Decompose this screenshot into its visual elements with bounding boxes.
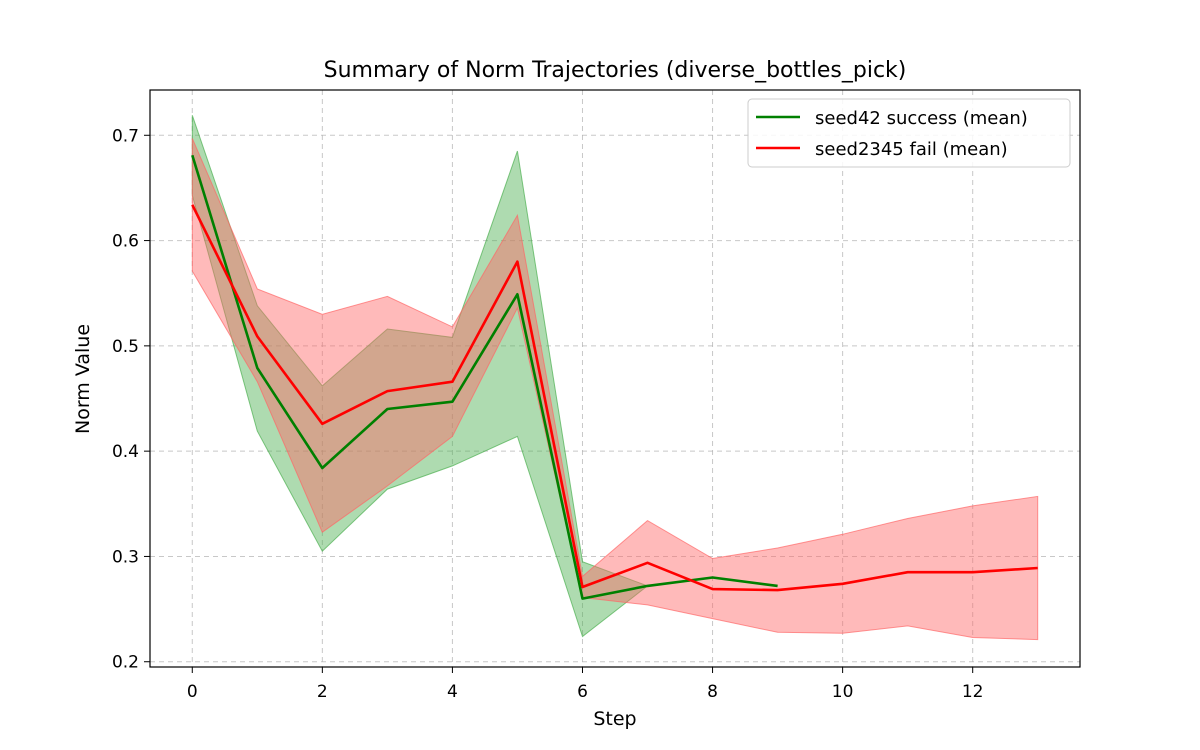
legend-box bbox=[747, 98, 1071, 168]
y-axis-label: Norm Value bbox=[72, 324, 94, 434]
grid bbox=[150, 90, 1080, 667]
x-tick-label: 2 bbox=[317, 682, 328, 702]
x-tick-label: 4 bbox=[447, 682, 458, 702]
y-tick-label: 0.4 bbox=[112, 442, 139, 462]
y-tick-label: 0.2 bbox=[112, 653, 139, 673]
x-tick-label: 12 bbox=[962, 682, 984, 702]
y-tick-label: 0.5 bbox=[112, 337, 139, 357]
y-axis-ticks: 0.2 0.3 0.4 0.5 0.6 0.7 bbox=[112, 126, 150, 673]
y-tick-label: 0.3 bbox=[112, 547, 139, 567]
x-axis-ticks: 0 2 4 6 8 10 12 bbox=[187, 667, 984, 702]
plot-frame bbox=[149, 89, 1081, 668]
legend: seed42 success (mean) seed2345 fail (mea… bbox=[747, 98, 1071, 168]
chart-title: Summary of Norm Trajectories (diverse_bo… bbox=[324, 58, 907, 83]
legend-label-seed2345: seed2345 fail (mean) bbox=[815, 139, 1008, 160]
mean-lines bbox=[191, 154, 1038, 600]
x-axis-label: Step bbox=[593, 708, 636, 730]
legend-label-seed42: seed42 success (mean) bbox=[815, 108, 1028, 129]
x-tick-label: 0 bbox=[187, 682, 198, 702]
line-seed2345-fail bbox=[191, 204, 1038, 592]
line-seed42-success bbox=[191, 154, 778, 600]
y-tick-label: 0.6 bbox=[112, 232, 139, 252]
band-seed2345-fail bbox=[191, 138, 1039, 641]
x-tick-label: 10 bbox=[832, 682, 854, 702]
x-tick-label: 6 bbox=[577, 682, 588, 702]
y-tick-label: 0.7 bbox=[112, 126, 139, 146]
x-tick-label: 8 bbox=[707, 682, 718, 702]
